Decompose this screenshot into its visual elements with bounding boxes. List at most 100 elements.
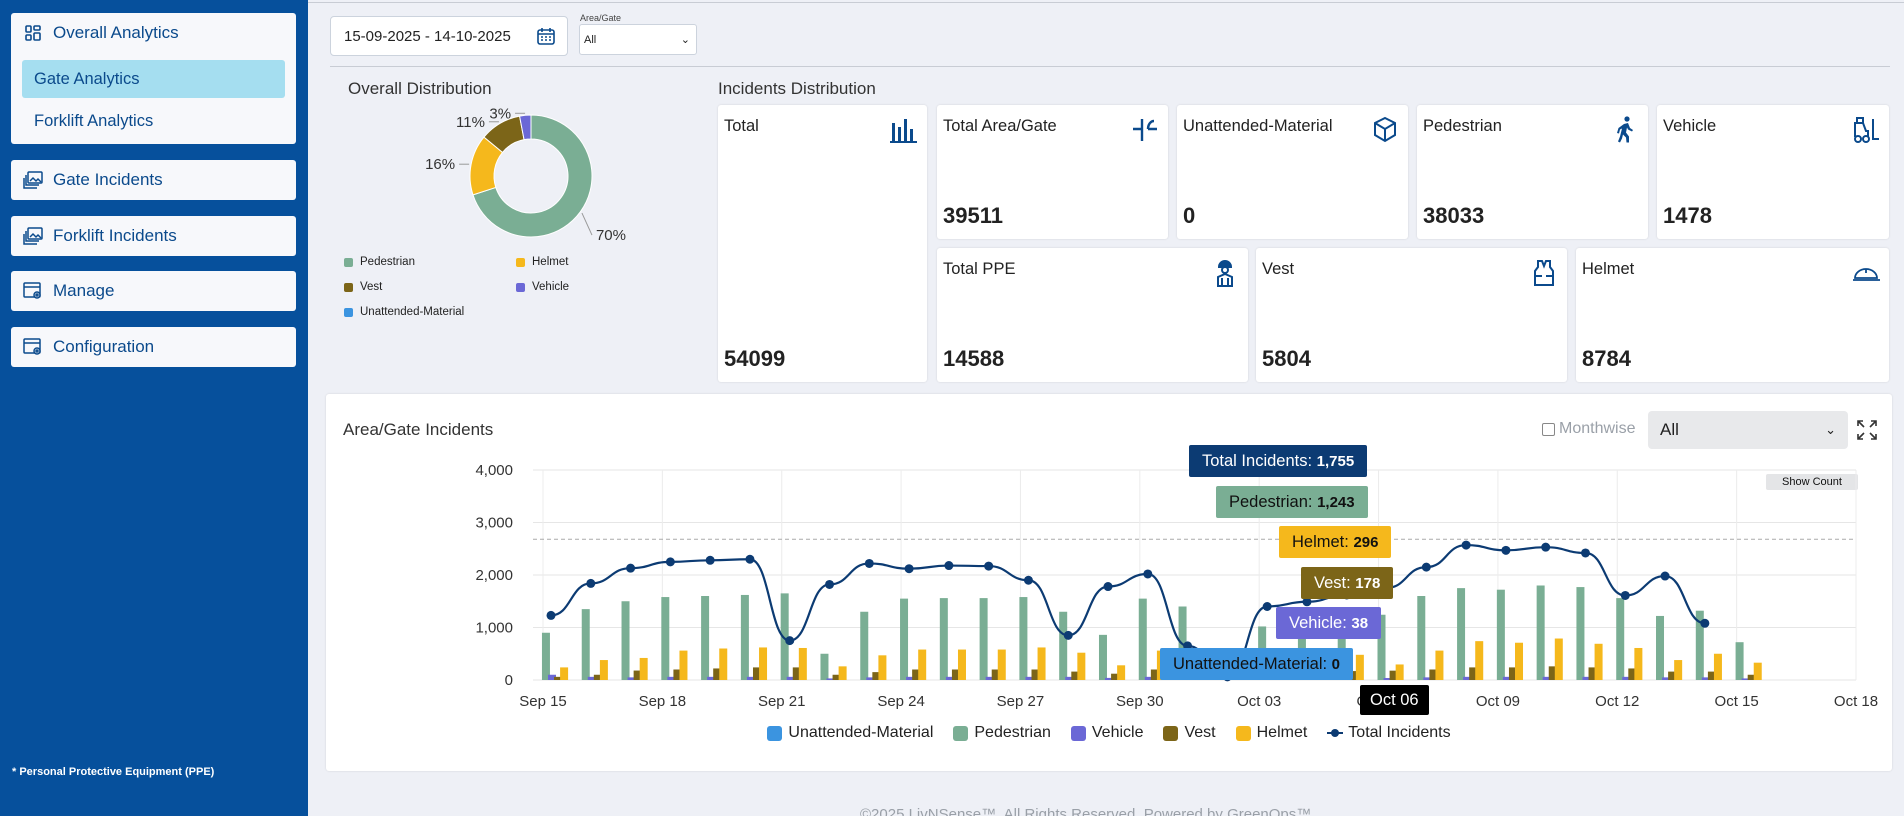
card-pedestrian: Pedestrian 38033 (1417, 105, 1648, 239)
nav-forklift-incidents[interactable]: Forklift Incidents (11, 216, 296, 256)
total-incidents-point (1620, 590, 1630, 600)
total-incidents-point (944, 561, 954, 571)
bar-pedestrian (900, 598, 909, 680)
incidents-distribution-title: Incidents Distribution (718, 79, 876, 98)
card-unattended-material: Unattended-Material 0 (1177, 105, 1408, 239)
bar-helmet (719, 648, 728, 680)
card-vehicle-label: Vehicle (1663, 117, 1717, 135)
card-unattended-material-value: 0 (1183, 203, 1196, 228)
area-chart-select[interactable]: All ⌄ (1648, 411, 1848, 449)
calendar-icon[interactable] (537, 27, 555, 49)
nav-forklift-analytics[interactable]: Forklift Analytics (22, 102, 285, 140)
nav-forklift-analytics-label: Forklift Analytics (34, 111, 154, 130)
area-gate-chart-title: Area/Gate Incidents (343, 420, 494, 439)
settings-window-icon (23, 281, 43, 301)
nav-gate-analytics[interactable]: Gate Analytics (22, 60, 285, 98)
tooltip-label: Vehicle: (1289, 614, 1352, 632)
total-incidents-point (1063, 630, 1073, 640)
bar-pedestrian (939, 598, 948, 680)
bar-vehicle (548, 674, 556, 680)
donut-label: 16% (425, 156, 455, 173)
bar-vehicle (707, 676, 716, 680)
bar-vehicle (1741, 678, 1750, 680)
bar-pedestrian (621, 601, 630, 680)
total-incidents-point (546, 610, 556, 620)
legend-helmet: Helmet (516, 256, 568, 268)
nav-gate-incidents-label: Gate Incidents (53, 170, 163, 189)
bar-vest (673, 669, 682, 680)
nav-manage[interactable]: Manage (11, 271, 296, 311)
bar-vest (1031, 669, 1040, 680)
bar-vest (1508, 667, 1517, 680)
images-icon (23, 226, 43, 246)
bar-pedestrian (701, 596, 710, 680)
legend-pedestrian: Pedestrian (344, 256, 415, 268)
chart-legend-vehicle[interactable]: Vehicle (1070, 724, 1143, 742)
tooltip-value: 178 (1355, 575, 1381, 592)
nav-configuration[interactable]: Configuration (11, 327, 296, 367)
y-tick-label: 2,000 (475, 567, 513, 584)
monthwise-label: Monthwise (1559, 420, 1636, 437)
x-tick-label: Oct 09 (1476, 693, 1520, 710)
bar-vest (1429, 669, 1438, 680)
bar-helmet (1355, 654, 1364, 680)
bar-vehicle (667, 676, 676, 680)
card-total-ppe: Total PPE 14588 (937, 248, 1248, 382)
total-incidents-point (586, 578, 596, 588)
bar-vehicle (1582, 676, 1591, 680)
monthwise-checkbox[interactable] (1542, 422, 1555, 436)
x-tick-label: Oct 12 (1595, 693, 1639, 710)
bar-vest (1707, 671, 1716, 680)
total-incidents-point (1421, 562, 1431, 572)
chart-legend-unattended-material[interactable]: Unattended-Material (767, 724, 933, 742)
tooltip-value: 0 (1331, 656, 1341, 673)
chart-legend-vest[interactable]: Vest (1163, 724, 1216, 742)
bar-pedestrian (1377, 614, 1386, 680)
chart-legend-helmet[interactable]: Helmet (1235, 724, 1307, 742)
x-tick-label: Oct 18 (1834, 693, 1878, 710)
bar-vest (872, 672, 881, 680)
total-incidents-point (1501, 545, 1511, 555)
tooltip-vehicle: Vehicle: 38 (1276, 607, 1382, 639)
total-incidents-point (785, 636, 795, 646)
bar-vest (554, 676, 563, 680)
chevron-down-icon: ⌄ (680, 34, 690, 46)
bar-helmet (918, 649, 927, 680)
bar-vest (593, 674, 602, 680)
tooltip-helmet: Helmet: 296 (1279, 526, 1392, 558)
bar-helmet (1515, 642, 1524, 680)
bar-vest (1389, 670, 1398, 680)
show-count-button[interactable]: Show Count (1766, 474, 1858, 490)
bar-pedestrian (1735, 642, 1744, 680)
bar-helmet (798, 647, 807, 680)
tooltip-value: 38 (1351, 615, 1369, 632)
nav-gate-incidents[interactable]: Gate Incidents (11, 160, 296, 200)
monthwise-toggle[interactable]: Monthwise (1542, 420, 1635, 438)
date-range-picker[interactable]: 15-09-2025 - 14-10-2025 (330, 16, 568, 56)
gate-icon (1130, 115, 1160, 145)
total-incidents-point (984, 561, 994, 571)
x-tick-label: Sep 21 (758, 693, 806, 710)
bar-helmet (1475, 641, 1484, 680)
legend-swatch (516, 282, 525, 292)
area-gate-select[interactable]: All ⌄ (579, 24, 697, 55)
bar-pedestrian (780, 593, 789, 680)
fullscreen-icon[interactable] (1856, 419, 1878, 441)
chart-legend-total-incidents[interactable]: Total Incidents (1327, 724, 1451, 742)
bar-helmet (1594, 643, 1603, 680)
y-tick-label: 1,000 (475, 620, 513, 637)
bar-helmet (1634, 647, 1643, 680)
bar-helmet (599, 660, 608, 680)
bar-helmet (997, 649, 1006, 680)
nav-overall-analytics[interactable]: Overall Analytics (23, 20, 179, 46)
legend-vehicle-label: Vehicle (532, 281, 570, 293)
bar-vehicle (1662, 677, 1671, 680)
total-incidents-point (1143, 569, 1153, 579)
card-total-value: 54099 (724, 346, 786, 371)
bar-pedestrian (1576, 587, 1585, 680)
legend-vest: Vest (344, 281, 382, 293)
legend-vest-label: Vest (360, 281, 383, 293)
bar-vehicle (1105, 677, 1114, 680)
chart-legend-pedestrian[interactable]: Pedestrian (953, 724, 1051, 742)
chart-legend-label: Vest (1184, 724, 1216, 741)
